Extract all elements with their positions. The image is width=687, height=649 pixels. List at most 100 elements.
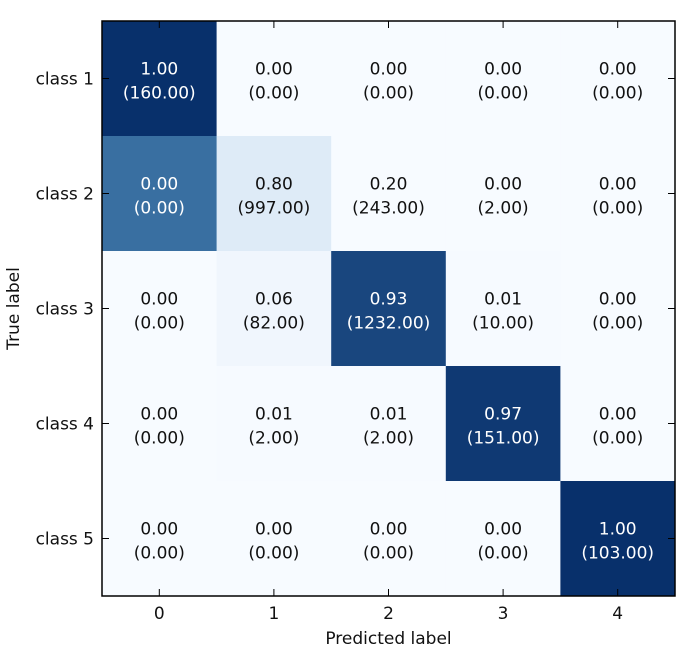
heatmap-cell (331, 21, 447, 137)
cell-count-label: (2.00) (248, 429, 299, 449)
heatmap-cell-group: 0.00 (0.00) (102, 481, 218, 597)
cell-count-label: (0.00) (134, 544, 185, 564)
cell-count-label: (10.00) (472, 314, 534, 334)
cell-count-label: (82.00) (243, 314, 305, 334)
cell-count-label: (2.00) (363, 429, 414, 449)
heatmap-cell (445, 136, 561, 252)
cell-value-label: 0.93 (370, 290, 408, 310)
heatmap-cell (216, 366, 332, 482)
cell-count-label: (0.00) (134, 314, 185, 334)
cell-value-label: 0.00 (599, 60, 637, 80)
cell-count-label: (103.00) (581, 544, 654, 564)
cell-value-label: 0.01 (484, 290, 522, 310)
heatmap-cell-group: 0.93 (1232.00) (331, 251, 447, 367)
heatmap-cell (102, 136, 218, 252)
cell-value-label: 0.00 (370, 520, 408, 540)
cell-count-label: (0.00) (248, 544, 299, 564)
heatmap-cell (216, 21, 332, 137)
cell-value-label: 0.97 (484, 405, 522, 425)
y-axis-title: True label (4, 267, 24, 351)
heatmap-cell (102, 251, 218, 367)
cell-count-label: (0.00) (478, 84, 529, 104)
heatmap-cell-group: 0.00 (0.00) (331, 21, 447, 137)
heatmap-cell-group: 0.00 (0.00) (216, 481, 332, 597)
cell-value-label: 0.00 (484, 60, 522, 80)
heatmap-cell (560, 21, 676, 137)
y-axis-tick-label: class 1 (36, 70, 94, 90)
heatmap-cell-group: 0.00 (0.00) (102, 251, 218, 367)
cell-value-label: 0.00 (140, 405, 178, 425)
heatmap-cell (331, 366, 447, 482)
cell-value-label: 0.00 (255, 520, 293, 540)
cell-value-label: 1.00 (140, 60, 178, 80)
heatmap-cell (331, 481, 447, 597)
cell-value-label: 0.00 (484, 175, 522, 195)
heatmap-cell-group: 0.20 (243.00) (331, 136, 447, 252)
cell-count-label: (0.00) (134, 429, 185, 449)
cell-count-label: (151.00) (467, 429, 540, 449)
cell-value-label: 0.00 (599, 175, 637, 195)
cell-count-label: (0.00) (363, 84, 414, 104)
plot-frame (101, 20, 676, 597)
x-axis-title: Predicted label (325, 629, 451, 649)
cell-count-label: (160.00) (123, 84, 196, 104)
cell-count-label: (997.00) (238, 199, 311, 219)
cell-value-label: 0.00 (484, 520, 522, 540)
cell-value-label: 0.00 (140, 520, 178, 540)
heatmap-cell-group: 0.06 (82.00) (216, 251, 332, 367)
heatmap-cell (102, 366, 218, 482)
axis-ticks: 0 1 2 3 4 class 1 class 2 class 3 class 4 class 5 (36, 21, 675, 624)
cell-value-label: 0.00 (255, 60, 293, 80)
cell-count-label: (0.00) (248, 84, 299, 104)
heatmap-cell-group: 0.00 (0.00) (560, 136, 676, 252)
heatmap-cell-group: 0.97 (151.00) (445, 366, 561, 482)
heatmap-cell (216, 481, 332, 597)
heatmap-cell-group: 1.00 (160.00) (102, 21, 218, 137)
cell-value-label: 0.01 (370, 405, 408, 425)
heatmap-cell (216, 136, 332, 252)
cell-count-label: (0.00) (363, 544, 414, 564)
heatmap-cell-group: 1.00 (103.00) (560, 481, 676, 597)
cell-count-label: (0.00) (478, 544, 529, 564)
heatmap-cell-group: 0.01 (2.00) (216, 366, 332, 482)
heatmap-cell (445, 21, 561, 137)
cell-value-label: 0.01 (255, 405, 293, 425)
heatmap-cell-group: 0.00 (0.00) (445, 481, 561, 597)
heatmap-cell-group: 0.00 (2.00) (445, 136, 561, 252)
heatmap-cell (445, 366, 561, 482)
heatmap-cell (331, 251, 447, 367)
cell-count-label: (0.00) (592, 429, 643, 449)
x-axis-tick-label: 1 (268, 604, 279, 624)
cell-value-label: 0.00 (140, 175, 178, 195)
y-axis-tick-label: class 3 (36, 300, 94, 320)
x-axis-tick-label: 4 (612, 604, 623, 624)
y-axis-tick-label: class 4 (36, 415, 94, 435)
cell-count-label: (243.00) (352, 199, 425, 219)
heatmap-cell-group: 0.00 (0.00) (445, 21, 561, 137)
heatmap-cell (560, 366, 676, 482)
y-axis-tick-label: class 5 (36, 530, 94, 550)
x-axis-tick-label: 2 (383, 604, 394, 624)
heatmap-cell-group: 0.00 (0.00) (216, 21, 332, 137)
heatmap-cell (102, 21, 218, 137)
heatmap-cell-group: 0.00 (0.00) (102, 136, 218, 252)
heatmap-cell (560, 481, 676, 597)
heatmap-cell-group: 0.00 (0.00) (560, 366, 676, 482)
heatmap-cell-group: 0.00 (0.00) (560, 251, 676, 367)
heatmap-cells: 1.00 (160.00) 0.00 (0.00) 0.00 (0.00) 0.00 (0.0… (102, 21, 676, 597)
cell-count-label: (0.00) (134, 199, 185, 219)
heatmap-cell-group: 0.00 (0.00) (560, 21, 676, 137)
heatmap-cell (560, 136, 676, 252)
heatmap-cell-group: 0.00 (0.00) (102, 366, 218, 482)
cell-value-label: 0.06 (255, 290, 293, 310)
cell-value-label: 1.00 (599, 520, 637, 540)
cell-value-label: 0.20 (370, 175, 408, 195)
x-axis-tick-label: 3 (498, 604, 509, 624)
cell-value-label: 0.80 (255, 175, 293, 195)
y-axis-tick-label: class 2 (36, 185, 94, 205)
cell-count-label: (0.00) (592, 199, 643, 219)
cell-count-label: (2.00) (478, 199, 529, 219)
heatmap-cell (331, 136, 447, 252)
